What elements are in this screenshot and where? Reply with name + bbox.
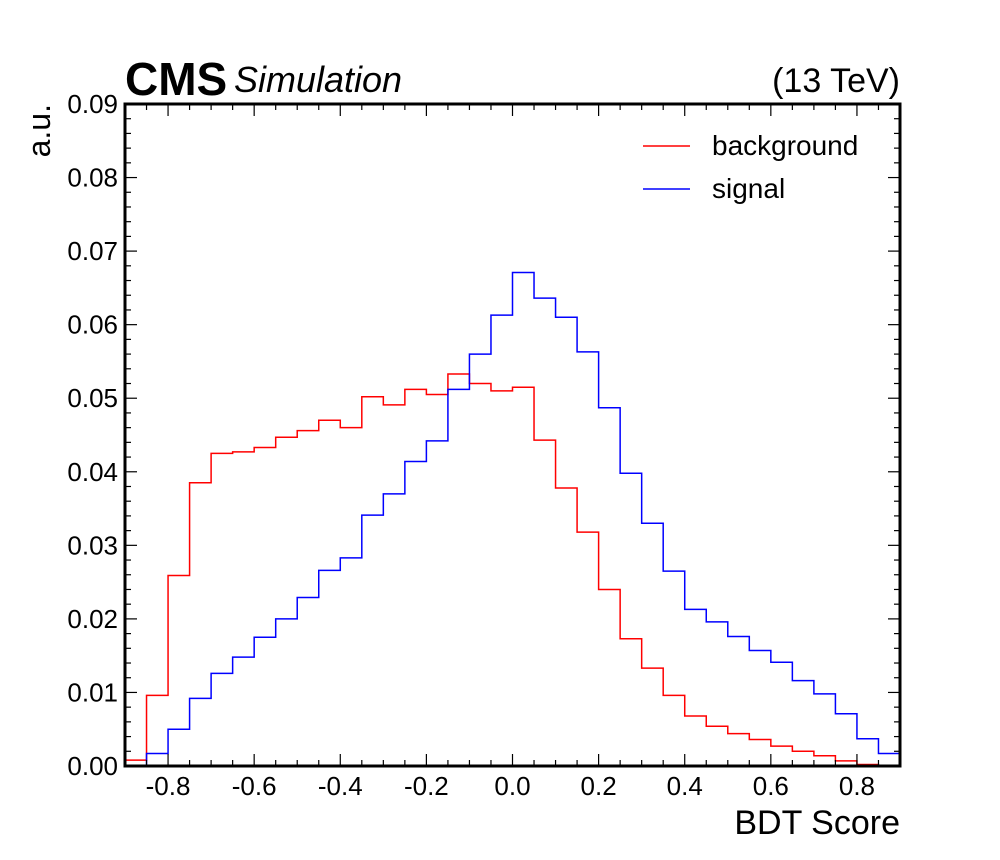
legend-label-background: background bbox=[712, 130, 858, 161]
x-tick-label: 0.8 bbox=[839, 771, 875, 801]
x-tick-label: 0.0 bbox=[494, 771, 530, 801]
y-tick-label: 0.02 bbox=[67, 604, 118, 634]
x-tick-label: -0.6 bbox=[232, 771, 277, 801]
simulation-label: Simulation bbox=[234, 59, 402, 100]
experiment-label: CMS bbox=[125, 53, 227, 105]
x-tick-label: 0.2 bbox=[581, 771, 617, 801]
x-axis-label: BDT Score bbox=[734, 804, 900, 842]
series-line-signal bbox=[125, 271, 900, 767]
series-line-background bbox=[125, 373, 900, 767]
x-tick-label: 0.6 bbox=[753, 771, 789, 801]
legend-label-signal: signal bbox=[712, 173, 785, 204]
x-tick-label: -0.8 bbox=[146, 771, 191, 801]
x-tick-label: 0.4 bbox=[667, 771, 703, 801]
y-tick-label: 0.08 bbox=[67, 163, 118, 193]
y-tick-label: 0.01 bbox=[67, 677, 118, 707]
y-tick-label: 0.04 bbox=[67, 457, 118, 487]
energy-label: (13 TeV) bbox=[772, 62, 900, 100]
y-tick-label: 0.00 bbox=[67, 751, 118, 781]
y-tick-label: 0.06 bbox=[67, 310, 118, 340]
x-tick-label: -0.4 bbox=[318, 771, 363, 801]
y-tick-label: 0.07 bbox=[67, 236, 118, 266]
y-tick-label: 0.05 bbox=[67, 383, 118, 413]
y-tick-label: 0.03 bbox=[67, 530, 118, 560]
y-tick-label: 0.09 bbox=[67, 89, 118, 119]
y-axis-label: a.u. bbox=[21, 104, 57, 157]
x-tick-label: -0.2 bbox=[404, 771, 449, 801]
